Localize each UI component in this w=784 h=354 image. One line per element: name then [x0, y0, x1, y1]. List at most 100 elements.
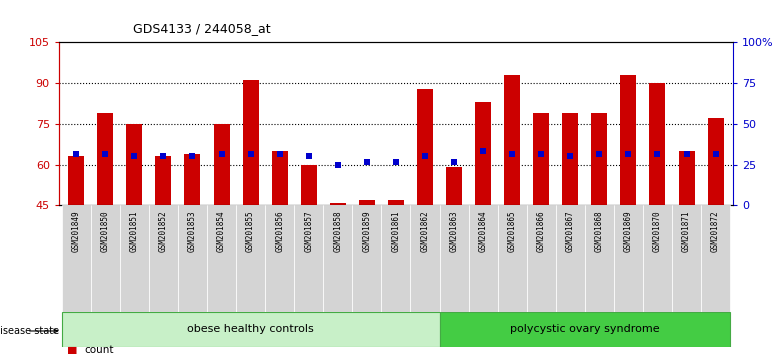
Text: obese healthy controls: obese healthy controls: [187, 324, 314, 334]
Text: GDS4133 / 244058_at: GDS4133 / 244058_at: [133, 22, 271, 35]
Text: GSM201863: GSM201863: [449, 211, 459, 252]
Bar: [149, 205, 178, 312]
Text: polycystic ovary syndrome: polycystic ovary syndrome: [510, 324, 659, 334]
Bar: [475, 102, 491, 205]
Bar: [155, 156, 172, 205]
Bar: [469, 205, 498, 312]
Bar: [562, 113, 579, 205]
Point: [506, 151, 518, 156]
Point: [187, 154, 199, 159]
Bar: [417, 88, 433, 205]
Bar: [672, 205, 701, 312]
Text: GSM201849: GSM201849: [72, 211, 81, 252]
Text: GSM201867: GSM201867: [566, 211, 575, 252]
Bar: [294, 205, 323, 312]
Text: disease state: disease state: [0, 326, 60, 336]
Bar: [533, 113, 550, 205]
Bar: [708, 119, 724, 205]
Text: GSM201854: GSM201854: [217, 211, 226, 252]
Bar: [440, 205, 469, 312]
Bar: [701, 205, 730, 312]
Text: GSM201862: GSM201862: [420, 211, 430, 252]
Text: GSM201855: GSM201855: [246, 211, 255, 252]
Bar: [591, 113, 608, 205]
Bar: [388, 200, 404, 205]
Text: GSM201857: GSM201857: [304, 211, 314, 252]
Bar: [236, 205, 265, 312]
Bar: [126, 124, 143, 205]
Point: [361, 159, 373, 165]
Point: [564, 154, 576, 159]
Bar: [643, 205, 672, 312]
Bar: [359, 200, 375, 205]
Point: [710, 151, 722, 156]
Text: GSM201869: GSM201869: [624, 211, 633, 252]
Bar: [504, 75, 520, 205]
Text: GSM201861: GSM201861: [391, 211, 401, 252]
Bar: [178, 205, 207, 312]
Point: [157, 154, 169, 159]
Text: GSM201872: GSM201872: [711, 211, 720, 252]
Text: GSM201870: GSM201870: [653, 211, 662, 252]
Point: [681, 151, 693, 156]
Bar: [213, 124, 230, 205]
Text: GSM201868: GSM201868: [595, 211, 604, 252]
Text: count: count: [84, 346, 114, 354]
Bar: [381, 205, 411, 312]
Bar: [330, 202, 346, 205]
Text: GSM201859: GSM201859: [362, 211, 372, 252]
Point: [622, 151, 635, 156]
Point: [448, 159, 460, 165]
Point: [419, 154, 431, 159]
Bar: [498, 205, 527, 312]
Point: [99, 151, 111, 156]
Point: [593, 151, 605, 156]
Bar: [97, 113, 114, 205]
Bar: [352, 205, 381, 312]
Text: ■: ■: [67, 346, 77, 354]
Bar: [265, 205, 294, 312]
Point: [70, 151, 82, 156]
Bar: [440, 312, 730, 347]
Bar: [62, 205, 91, 312]
Bar: [68, 156, 84, 205]
Bar: [323, 205, 352, 312]
Point: [303, 154, 315, 159]
Bar: [184, 154, 201, 205]
Bar: [411, 205, 440, 312]
Point: [332, 162, 344, 167]
Text: GSM201865: GSM201865: [508, 211, 517, 252]
Point: [535, 151, 547, 156]
Bar: [120, 205, 149, 312]
Text: GSM201850: GSM201850: [101, 211, 110, 252]
Bar: [678, 151, 695, 205]
Text: GSM201856: GSM201856: [275, 211, 284, 252]
Point: [245, 151, 257, 156]
Bar: [301, 165, 317, 205]
Point: [477, 148, 489, 154]
Text: GSM201858: GSM201858: [333, 211, 343, 252]
Text: GSM201852: GSM201852: [159, 211, 168, 252]
Bar: [91, 205, 120, 312]
Bar: [556, 205, 585, 312]
Bar: [62, 312, 440, 347]
Text: GSM201866: GSM201866: [537, 211, 546, 252]
Bar: [446, 167, 462, 205]
Bar: [620, 75, 637, 205]
Text: GSM201851: GSM201851: [130, 211, 139, 252]
Bar: [207, 205, 236, 312]
Bar: [527, 205, 556, 312]
Point: [390, 159, 402, 165]
Point: [274, 151, 286, 156]
Bar: [272, 151, 288, 205]
Point: [128, 154, 140, 159]
Bar: [585, 205, 614, 312]
Bar: [649, 83, 666, 205]
Point: [652, 151, 664, 156]
Text: GSM201853: GSM201853: [188, 211, 197, 252]
Bar: [242, 80, 259, 205]
Bar: [614, 205, 643, 312]
Point: [216, 151, 228, 156]
Text: GSM201871: GSM201871: [682, 211, 691, 252]
Text: GSM201864: GSM201864: [478, 211, 488, 252]
